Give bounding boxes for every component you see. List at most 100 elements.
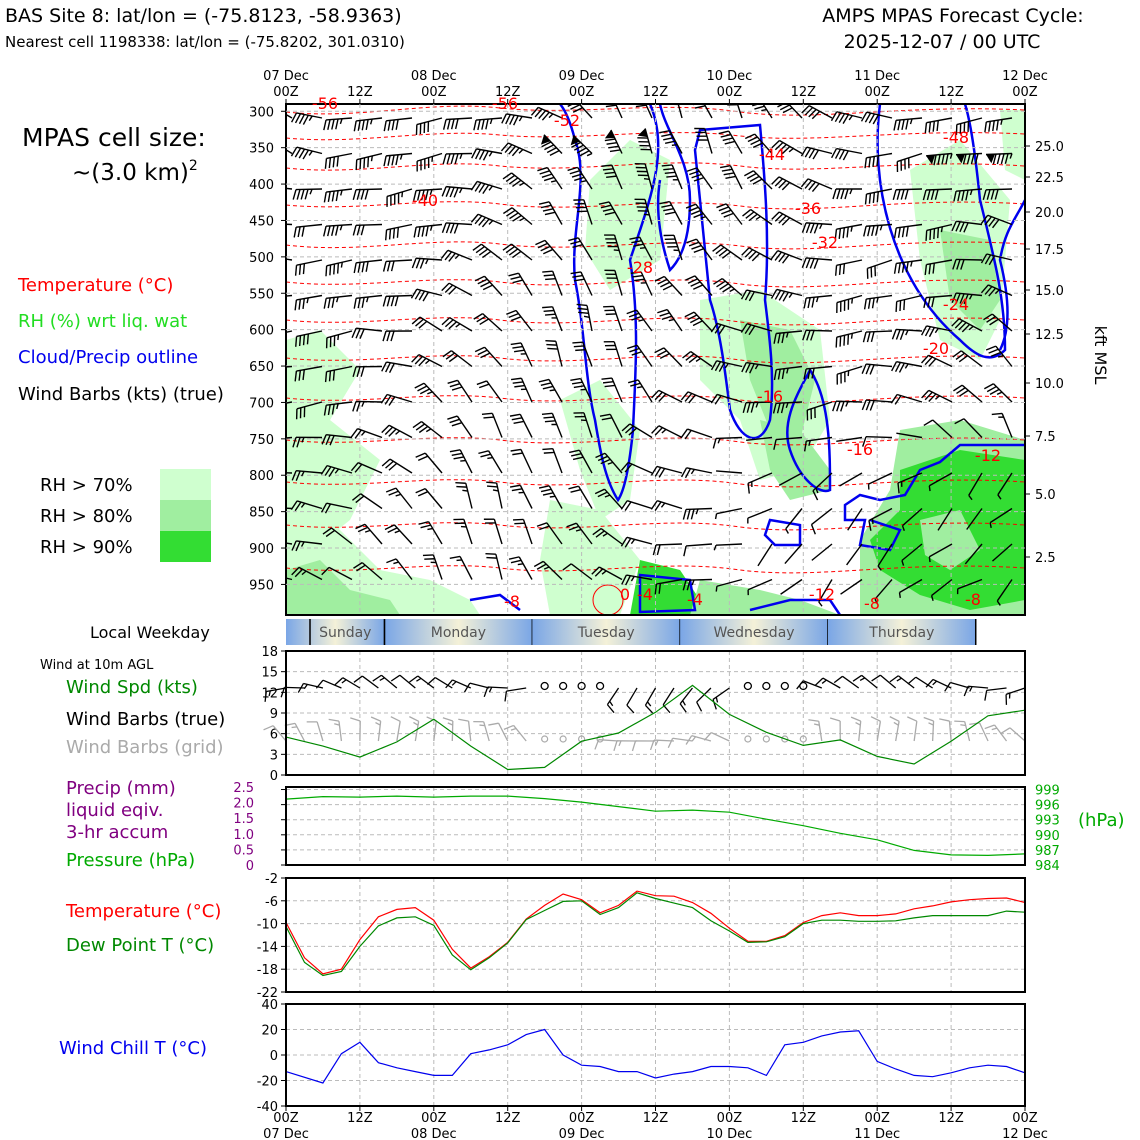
wind-barb [834, 223, 863, 240]
weekday-name: Wednesday [714, 625, 795, 641]
pressure-axis: 300 350 400 450 500 550 600 650 700 750 800 850 900 9… [249, 105, 286, 593]
wind-barb [928, 543, 953, 563]
precip-label: Precip (mm) [66, 778, 176, 799]
wind-barb [891, 360, 923, 373]
wind-barb [573, 412, 593, 438]
wind-barb [352, 493, 383, 510]
wind-barb [381, 458, 413, 474]
wind-barb [644, 687, 657, 714]
wind-barb [323, 294, 353, 309]
wind-panel: Wind at 10m AGL Wind Spd (kts) Wind Barb… [40, 645, 1026, 784]
wind-barb [474, 346, 503, 367]
wind-barb [829, 717, 841, 742]
temperature-contour-label: -12 [975, 446, 1001, 465]
wind-barb [969, 722, 989, 742]
pressure-line [285, 795, 1026, 857]
wind-barb [868, 507, 893, 531]
axis-tick-label: -22 [257, 986, 278, 1001]
wind-barb [455, 482, 473, 509]
wind-barb [716, 203, 743, 225]
pressure-tick-label: 600 [249, 324, 274, 339]
wind-barb [384, 524, 413, 545]
axis-tick-label: 18 [261, 645, 278, 660]
rh-legend-label-70: RH > 70% [40, 475, 133, 496]
wind-barb [937, 508, 953, 531]
height-tick-label: 15.0 [1035, 284, 1064, 299]
wind-barb [808, 719, 823, 742]
wind-barb [325, 330, 353, 349]
wind-barb [605, 104, 623, 119]
calm-marker [595, 681, 605, 691]
wind-barb [294, 365, 323, 382]
wind-barb [890, 393, 923, 405]
wind-barb [996, 579, 1013, 606]
temperature-contour-label: -8 [864, 594, 880, 613]
wind-barb [603, 305, 623, 332]
wind-barb [898, 578, 923, 598]
calm-marker-grid [799, 735, 807, 743]
wind-barb [538, 378, 563, 403]
wind-barb [870, 716, 882, 742]
pressure-tick-label: 300 [249, 105, 274, 120]
wind-barb [286, 436, 293, 441]
temperature-contour-label: -20 [923, 339, 949, 358]
pressure-tick-label: 999 [1035, 784, 1060, 799]
wind-barb [1000, 727, 1026, 742]
wind-barb [863, 223, 893, 237]
wind-barb [679, 687, 693, 713]
axis-tick-label: -10 [257, 918, 278, 933]
axis-tick-label: 6 [270, 728, 278, 743]
wind-barb [323, 117, 353, 131]
time-tick-hour: 00Z [569, 85, 595, 100]
wind-barb [595, 452, 623, 474]
wind-barb [830, 111, 863, 124]
wind-barb [966, 508, 983, 530]
wind-barb [710, 322, 743, 335]
wind-barb [500, 142, 533, 157]
wind-barb [740, 289, 773, 302]
wind-barb [286, 471, 293, 474]
height-tick-label: 2.5 [1035, 551, 1056, 566]
windchill-label: Wind Chill T (°C) [59, 1038, 207, 1059]
time-tick-date: 12 Dec [1002, 69, 1048, 84]
wind-barb [530, 106, 563, 121]
wind-barb [351, 327, 383, 339]
wind-barb [409, 716, 420, 742]
wind-barb [921, 354, 953, 368]
wind-barb [440, 249, 473, 262]
wind-barb [682, 578, 713, 591]
wind-barb [323, 188, 353, 203]
wind-barb [286, 104, 293, 119]
wind-barb [951, 318, 983, 333]
calm-marker [762, 681, 771, 691]
time-tick-hour: 00Z [717, 1111, 743, 1126]
wind-barb [680, 428, 713, 440]
wind-barb [449, 449, 473, 474]
wind-barb [472, 243, 503, 261]
temperature-contour-label: -4 [687, 590, 703, 609]
wind-barb [771, 211, 803, 226]
wind-barb [663, 234, 683, 261]
wind-barb [964, 543, 983, 565]
calm-marker-grid [781, 735, 789, 743]
wind-barb [654, 578, 683, 595]
wind-barb [606, 687, 620, 714]
wind-barb [907, 676, 933, 689]
wind-barb [627, 379, 653, 403]
wind-barb [506, 309, 533, 332]
windchill-line [285, 1028, 1026, 1084]
pressure-tick-label: 500 [249, 251, 274, 266]
calm-marker-grid [541, 735, 549, 743]
wind-barb [984, 117, 1013, 133]
wind-barb [508, 272, 533, 296]
wind-barb [353, 562, 383, 581]
temperature-contour-label: -56 [492, 94, 518, 113]
wind-barb [447, 415, 473, 438]
wind-barb [323, 401, 353, 416]
dewpoint-label: Dew Point T (°C) [66, 935, 214, 956]
calm-marker [577, 681, 586, 691]
wind-barb [292, 188, 323, 200]
wind-barb [806, 401, 833, 421]
wind-barb [540, 134, 563, 156]
